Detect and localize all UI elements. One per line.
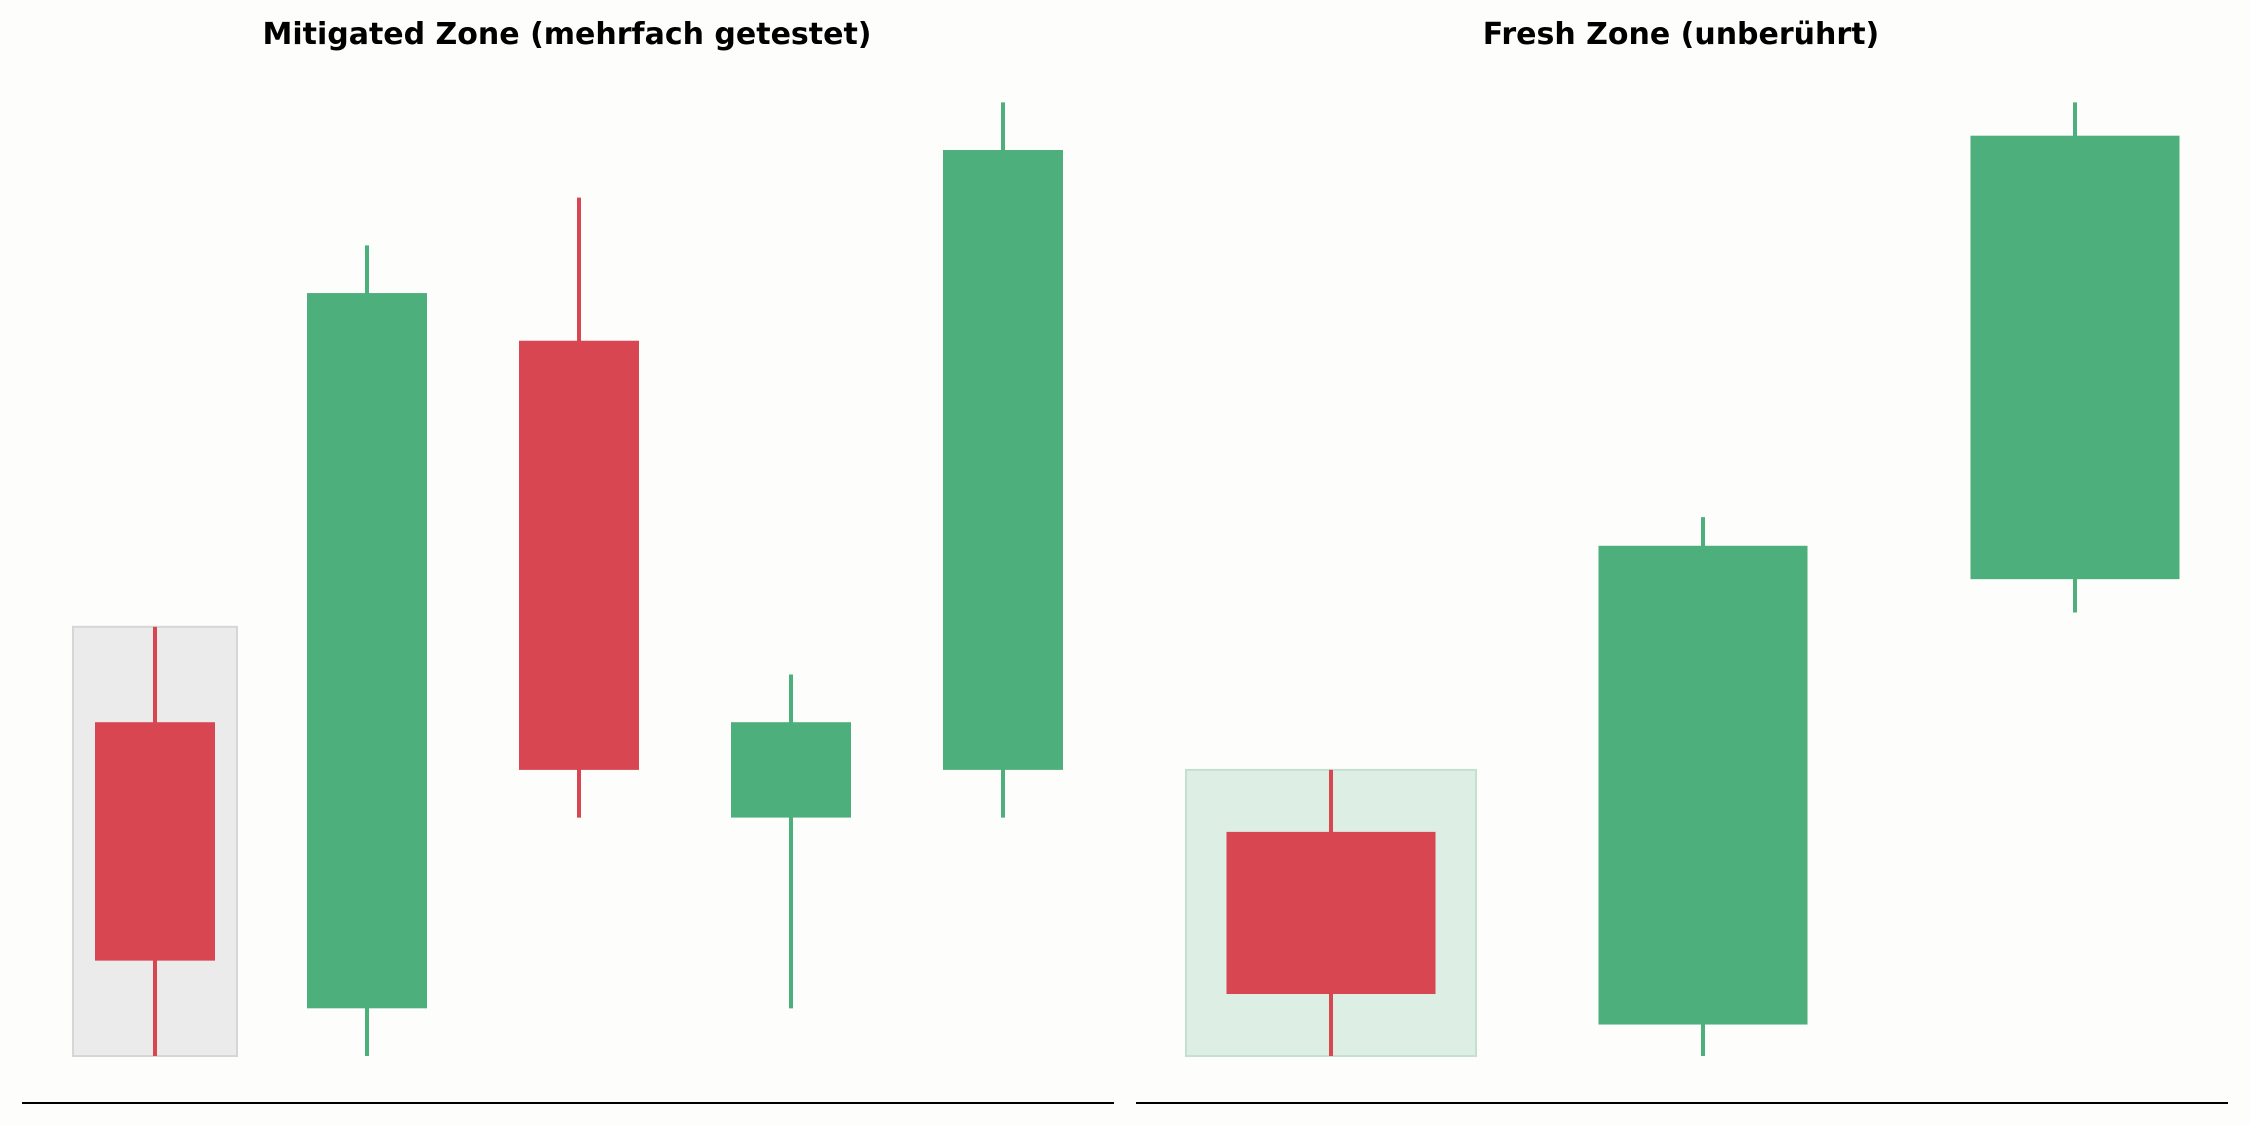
candle-body-bullish [307, 293, 427, 1009]
candle-body-bullish [943, 150, 1063, 770]
candle-layer [95, 102, 1063, 1056]
panel-title-fresh: Fresh Zone (unberührt) [1483, 17, 1880, 52]
candle-body-bearish [519, 340, 639, 770]
candle-body-bullish [1598, 545, 1808, 1025]
candle-body-bearish [1226, 831, 1436, 995]
candle-body-bullish [731, 722, 851, 818]
panel-mitigated-zone: Mitigated Zone (mehrfach getestet) [22, 17, 1114, 1104]
candle-body-bearish [95, 722, 215, 961]
candle-body-bullish [1970, 135, 2180, 580]
panel-fresh-zone: Fresh Zone (unberührt) [1136, 17, 2228, 1104]
candle-layer [1226, 102, 2180, 1056]
panel-title-mitigated: Mitigated Zone (mehrfach getestet) [262, 17, 871, 52]
